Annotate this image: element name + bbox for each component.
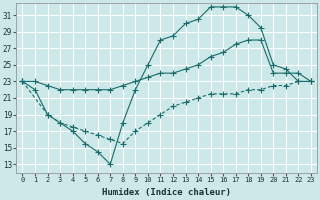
X-axis label: Humidex (Indice chaleur): Humidex (Indice chaleur) xyxy=(102,188,231,197)
